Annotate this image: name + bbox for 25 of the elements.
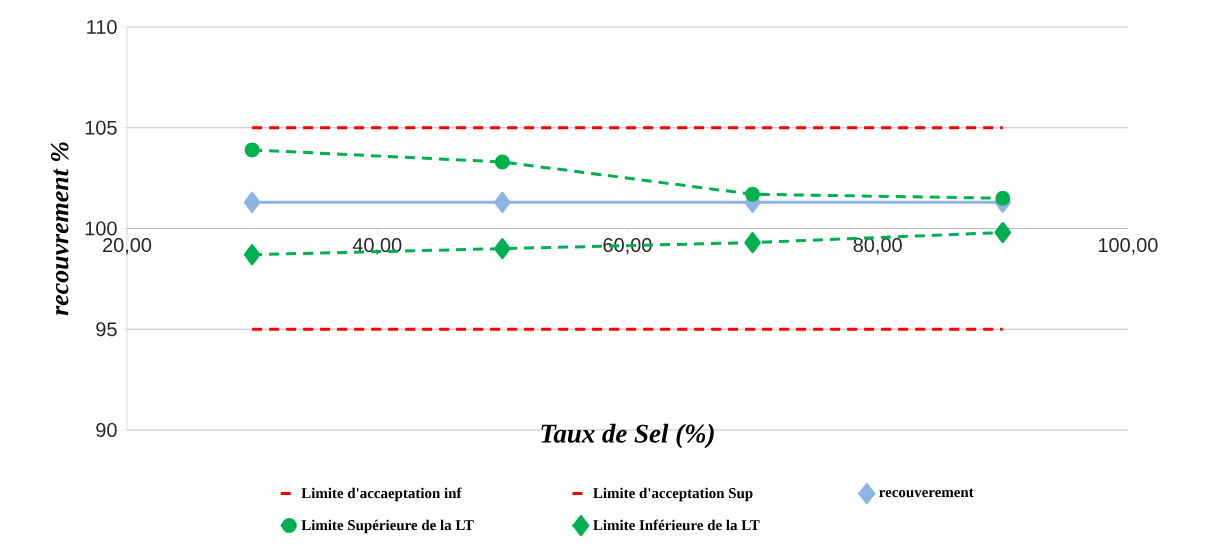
x-tick-label: 80,00 (853, 238, 902, 255)
point (994, 222, 1012, 244)
y-tick-label: 90 (96, 422, 117, 438)
legend-label: Limite Inférieure de la LT (593, 519, 760, 531)
point (995, 190, 1011, 206)
point (243, 191, 261, 213)
point (745, 186, 761, 202)
y-tick-label: 110 (87, 19, 117, 35)
x-tick-label: 100,00 (1098, 238, 1158, 255)
point (744, 232, 761, 254)
legend-label: Limite d'accaeptation inf (301, 487, 462, 502)
point (494, 191, 511, 213)
point (494, 238, 511, 260)
y-axis-title: recouvrement % (50, 142, 69, 316)
point (243, 244, 261, 266)
y-tick-label: 105 (85, 120, 117, 135)
y-tick-label: 95 (96, 322, 117, 337)
point (244, 142, 260, 158)
x-tick-label: 20,00 (103, 238, 152, 255)
legend-label: recouverement (879, 488, 974, 498)
legend-label: Limite d'acceptation Sup (593, 487, 753, 502)
legend-label: Limite Supérieure de la LT (301, 519, 474, 534)
y-tick-label: 100 (85, 221, 117, 236)
point (494, 154, 510, 170)
x-axis-title: Taux de Sel (%) (541, 423, 714, 449)
